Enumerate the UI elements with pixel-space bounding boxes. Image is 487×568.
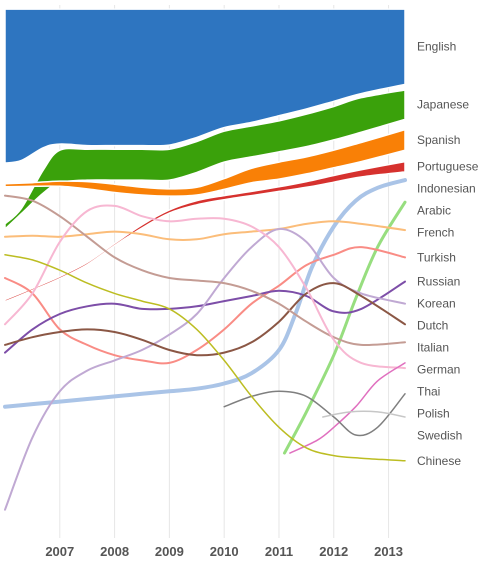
series-dutch-line (4, 282, 406, 357)
label-korean: Korean (417, 297, 456, 311)
series-french-line (4, 220, 406, 241)
x-tick-2013: 2013 (374, 544, 403, 559)
series-arabic-line (283, 200, 407, 455)
x-tick-2009: 2009 (155, 544, 184, 559)
series-english-band (4, 8, 406, 164)
label-english: English (417, 40, 456, 54)
label-turkish: Turkish (417, 250, 456, 264)
label-thai: Thai (417, 385, 440, 399)
x-tick-2012: 2012 (319, 544, 348, 559)
x-tick-2007: 2007 (45, 544, 74, 559)
label-french: French (417, 226, 454, 240)
series-portuguese-band (4, 160, 406, 303)
label-italian: Italian (417, 341, 449, 355)
x-tick-2011: 2011 (265, 544, 293, 559)
band-series (4, 8, 406, 303)
line-series (3, 178, 407, 511)
x-tick-2010: 2010 (210, 544, 239, 559)
series-swedish-line (322, 410, 406, 418)
label-arabic: Arabic (417, 204, 451, 218)
label-indonesian: Indonesian (417, 182, 476, 196)
label-german: German (417, 363, 460, 377)
series-japanese-band (4, 89, 406, 231)
label-chinese: Chinese (417, 454, 461, 468)
label-russian: Russian (417, 275, 460, 289)
series-korean-line (4, 227, 406, 511)
series-indonesian-line (3, 178, 407, 409)
label-swedish: Swedish (417, 429, 462, 443)
series-german-line (289, 362, 406, 454)
series-italian-line (4, 194, 406, 347)
series-polish-line (223, 390, 406, 437)
series-labels: English Japanese Spanish Portuguese Indonesi… (417, 40, 479, 468)
label-polish: Polish (417, 407, 450, 421)
label-spanish: Spanish (417, 133, 460, 147)
series-chinese-line (4, 254, 406, 462)
series-turkish-line (4, 246, 406, 365)
label-japanese: Japanese (417, 98, 469, 112)
series-russian-line (4, 280, 406, 354)
x-axis: 2007 2008 2009 2010 2011 2012 2013 (45, 544, 403, 559)
series-thai-line (4, 204, 406, 370)
label-dutch: Dutch (417, 319, 448, 333)
series-spanish-band (4, 128, 406, 197)
label-portuguese: Portuguese (417, 160, 479, 174)
x-tick-2008: 2008 (100, 544, 129, 559)
